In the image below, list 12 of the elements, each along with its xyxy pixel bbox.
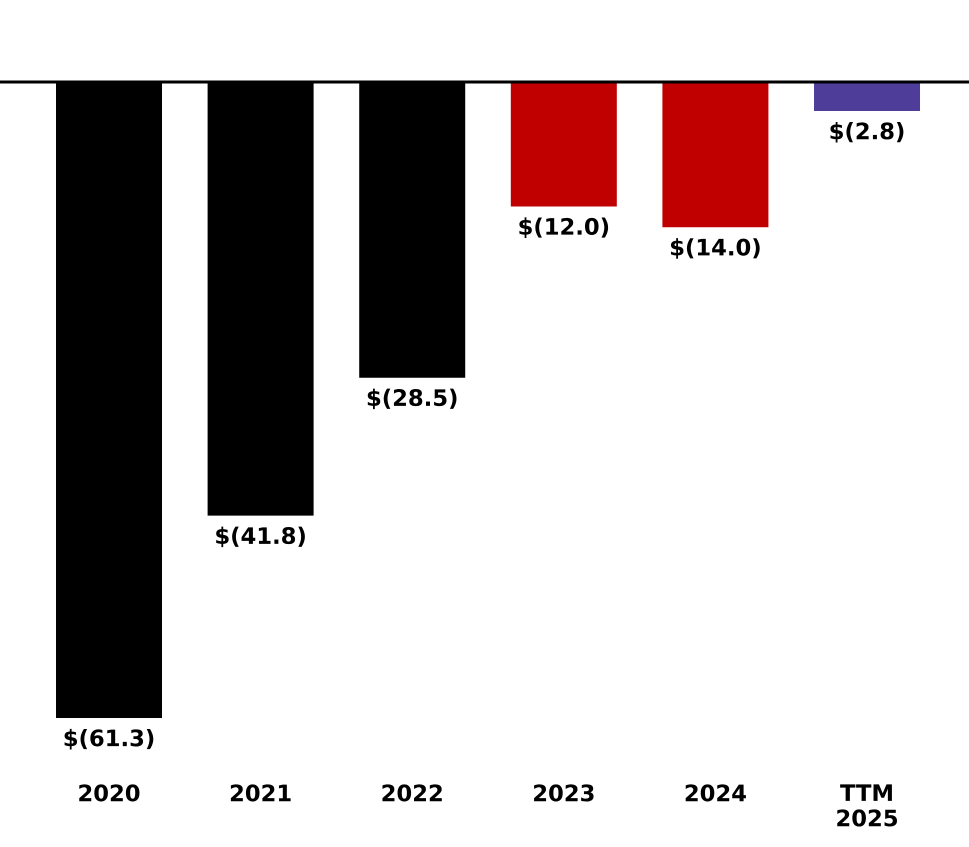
- x-tick-label: 2022: [382, 784, 442, 802]
- data-label: $(12.0): [519, 217, 608, 238]
- data-label: $(41.8): [216, 526, 305, 548]
- x-tick-label: 2020: [79, 784, 140, 802]
- data-label: $(14.0): [670, 238, 760, 259]
- data-label: $(28.5): [368, 388, 456, 410]
- x-tick-label: TTM 2025: [837, 784, 898, 827]
- data-label: $(61.3): [64, 728, 154, 750]
- x-tick-label: 2021: [230, 784, 291, 802]
- data-label: $(2.8): [830, 122, 904, 143]
- x-tick-label: 2023: [534, 784, 594, 802]
- x-tick-label: 2024: [686, 784, 746, 802]
